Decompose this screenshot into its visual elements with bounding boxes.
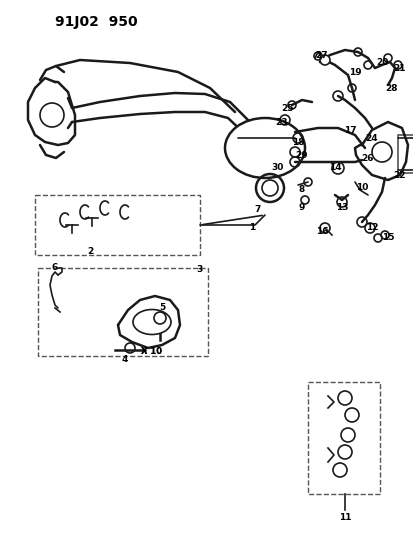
- Text: X 10: X 10: [141, 348, 162, 357]
- Text: 21: 21: [393, 63, 405, 72]
- FancyBboxPatch shape: [38, 268, 207, 356]
- Text: 29: 29: [295, 150, 308, 159]
- Text: 1: 1: [248, 223, 254, 232]
- Ellipse shape: [133, 310, 171, 335]
- Text: 7: 7: [254, 206, 261, 214]
- Text: 18: 18: [291, 138, 304, 147]
- Text: 16: 16: [315, 228, 328, 237]
- Text: 2: 2: [87, 247, 93, 256]
- Text: 13: 13: [335, 204, 347, 213]
- Text: 26: 26: [361, 154, 373, 163]
- Circle shape: [319, 55, 329, 65]
- Text: 25: 25: [281, 103, 294, 112]
- Text: 19: 19: [348, 68, 361, 77]
- Text: 28: 28: [385, 84, 397, 93]
- Text: 11: 11: [338, 513, 350, 522]
- FancyBboxPatch shape: [307, 382, 379, 494]
- Text: 24: 24: [365, 133, 377, 142]
- FancyBboxPatch shape: [35, 195, 199, 255]
- Text: 6: 6: [52, 263, 58, 272]
- Text: 30: 30: [271, 164, 283, 173]
- Text: 3: 3: [197, 265, 203, 274]
- Text: 17: 17: [343, 125, 356, 134]
- FancyBboxPatch shape: [397, 135, 413, 173]
- Ellipse shape: [224, 118, 304, 178]
- Text: 9: 9: [298, 204, 304, 213]
- Text: 91J02  950: 91J02 950: [55, 15, 137, 29]
- Text: 5: 5: [159, 303, 165, 312]
- Text: 12: 12: [365, 223, 377, 232]
- Text: 22: 22: [393, 171, 405, 180]
- Text: 27: 27: [315, 51, 328, 60]
- Text: X 10: X 10: [141, 348, 162, 357]
- Text: 14: 14: [328, 164, 340, 173]
- Text: 15: 15: [381, 233, 393, 243]
- Text: 20: 20: [375, 58, 387, 67]
- Text: 10: 10: [355, 183, 367, 192]
- Text: 8: 8: [298, 185, 304, 195]
- Text: 23: 23: [275, 117, 287, 126]
- Text: 4: 4: [121, 356, 128, 365]
